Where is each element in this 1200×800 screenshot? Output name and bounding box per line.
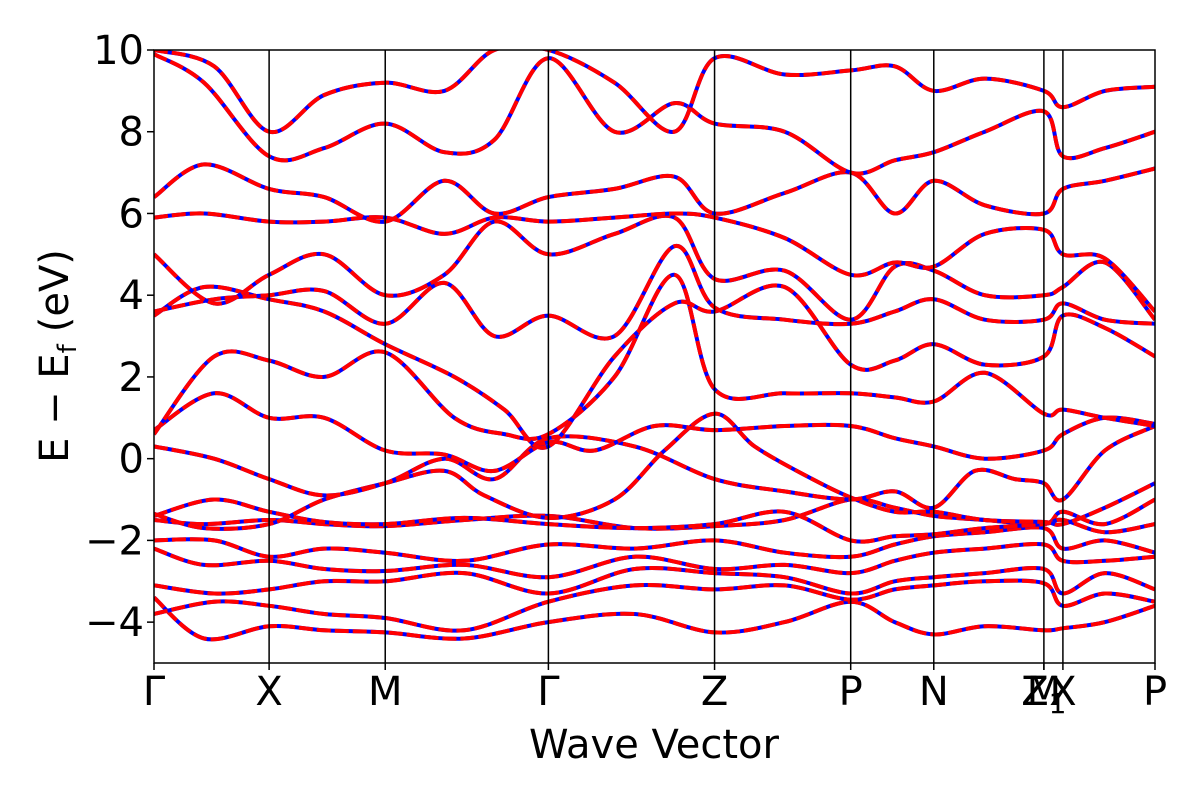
band-9-dashed bbox=[154, 391, 1155, 473]
y-tick-label-1: −2 bbox=[85, 518, 144, 564]
x-tick-label-6: N bbox=[919, 669, 949, 715]
band-12-dashed bbox=[154, 244, 1155, 341]
band-14-dashed bbox=[154, 211, 1155, 313]
x-tick-label-7: Z1 bbox=[1021, 669, 1066, 720]
x-tick-label-1: X bbox=[255, 669, 282, 715]
band-10-dashed bbox=[154, 272, 1155, 442]
x-tick-label-5: P bbox=[839, 669, 863, 715]
band-11-dashed bbox=[154, 283, 1155, 450]
band-16-dashed bbox=[154, 52, 1155, 176]
x-axis-label: Wave Vector bbox=[529, 722, 780, 768]
x-tick-label-2-main: M bbox=[368, 669, 403, 715]
band-7-dashed bbox=[154, 411, 1155, 531]
plot-frame bbox=[153, 49, 1156, 664]
band-8-dashed bbox=[154, 424, 1155, 511]
x-tick-label-5-main: P bbox=[839, 669, 863, 715]
x-tick-label-8: M bbox=[1027, 669, 1062, 715]
x-tick-label-6-main: N bbox=[919, 669, 949, 715]
y-axis-label: E − Ef (eV) bbox=[32, 249, 83, 463]
y-tick-label-5: 6 bbox=[119, 191, 144, 237]
x-tick-label-1-main: X bbox=[255, 669, 282, 715]
y-tick-label-3: 2 bbox=[119, 355, 144, 401]
x-tick-label-9: X bbox=[1049, 669, 1076, 715]
y-tick-label-0: −4 bbox=[85, 600, 144, 646]
band-15-solid bbox=[154, 162, 1155, 224]
x-tick-label-0-main: Γ bbox=[143, 669, 166, 715]
y-axis-label-unit: (eV) bbox=[32, 249, 78, 332]
x-tick-label-7-subscript: 1 bbox=[1049, 687, 1067, 720]
x-tick-label-2: M bbox=[368, 669, 403, 715]
y-axis-label-main: E − E bbox=[32, 353, 78, 463]
y-tick-label-2: 0 bbox=[119, 437, 144, 483]
x-tick-label-10-main: P bbox=[1143, 669, 1167, 715]
x-tick-label-4-main: Z bbox=[701, 669, 728, 715]
y-axis-ticks: −4 −2 0 2 4 6 8 10 bbox=[85, 28, 154, 646]
x-tick-label-7-main: Z bbox=[1021, 669, 1048, 715]
y-axis-label-subscript: f bbox=[53, 343, 83, 353]
band-17-dashed bbox=[154, 50, 1155, 134]
y-tick-label-7: 10 bbox=[93, 28, 144, 74]
high-symmetry-lines bbox=[268, 50, 1064, 663]
x-tick-label-9-main: X bbox=[1049, 669, 1076, 715]
y-tick-label-4: 4 bbox=[119, 273, 144, 319]
x-tick-label-8-main: M bbox=[1027, 669, 1062, 715]
band-13-dashed bbox=[154, 213, 1155, 322]
plot-background bbox=[154, 50, 1155, 663]
x-tick-label-10: P bbox=[1143, 669, 1167, 715]
band-5-dashed bbox=[154, 497, 1155, 531]
y-tick-label-6: 8 bbox=[119, 110, 144, 156]
x-tick-label-3: Γ bbox=[537, 669, 560, 715]
x-tick-label-3-main: Γ bbox=[537, 669, 560, 715]
x-tick-label-4: Z bbox=[701, 669, 728, 715]
x-tick-label-0: Γ bbox=[143, 669, 166, 715]
